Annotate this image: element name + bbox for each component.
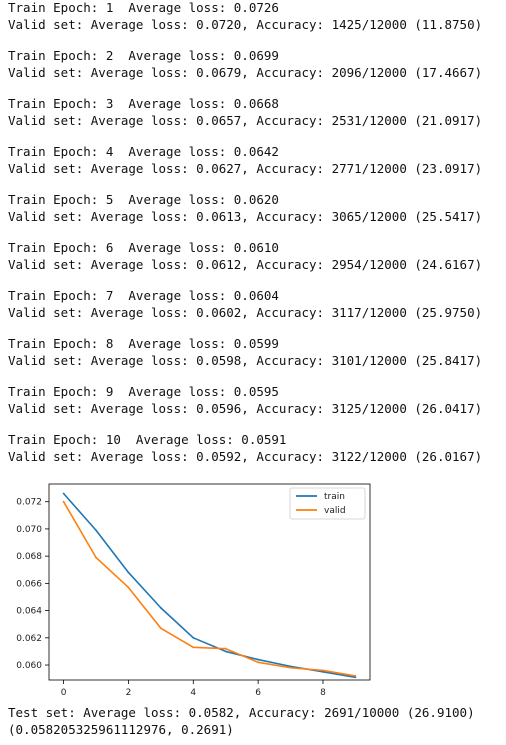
train-epoch-line: Train Epoch: 10 Average loss: 0.0591	[8, 432, 287, 447]
data-point-valid	[224, 647, 227, 650]
data-point-valid	[354, 675, 357, 677]
y-tick-label: 0.070	[16, 525, 42, 535]
data-point-valid	[289, 666, 292, 669]
train-epoch-line: Train Epoch: 7 Average loss: 0.0604	[8, 288, 279, 303]
y-tick-label: 0.062	[16, 634, 42, 644]
series-points	[62, 492, 357, 679]
data-point-train	[289, 665, 292, 668]
data-point-train	[62, 492, 65, 495]
data-point-train	[159, 606, 162, 609]
valid-set-line: Valid set: Average loss: 0.0596, Accurac…	[8, 400, 483, 416]
test-set-line: Test set: Average loss: 0.0582, Accuracy…	[8, 705, 475, 720]
train-epoch-line: Train Epoch: 6 Average loss: 0.0610	[8, 240, 279, 255]
data-point-train	[257, 658, 260, 661]
train-epoch-line: Train Epoch: 8 Average loss: 0.0599	[8, 336, 279, 351]
valid-set-line: Valid set: Average loss: 0.0612, Accurac…	[8, 256, 483, 272]
data-point-train	[192, 636, 195, 639]
valid-set-line: Valid set: Average loss: 0.0602, Accurac…	[8, 304, 483, 320]
test-result-tuple: (0.058205325961112976, 0.2691)	[8, 721, 234, 737]
train-epoch-line: Train Epoch: 5 Average loss: 0.0620	[8, 192, 279, 207]
train-epoch-line: Train Epoch: 1 Average loss: 0.0726	[8, 0, 279, 15]
data-point-valid	[95, 556, 97, 559]
test-output: Test set: Average loss: 0.0582, Accuracy…	[8, 705, 475, 738]
valid-set-line: Valid set: Average loss: 0.0627, Accurac…	[8, 160, 483, 176]
y-axis-ticks: 0.060 0.062 0.064 0.066 0.068 0.070 0.072	[16, 498, 49, 671]
data-point-valid	[159, 627, 162, 630]
data-point-valid	[127, 586, 130, 589]
y-tick-label: 0.066	[16, 579, 42, 589]
train-epoch-line: Train Epoch: 9 Average loss: 0.0595	[8, 384, 279, 399]
train-epoch-line: Train Epoch: 2 Average loss: 0.0699	[8, 48, 279, 63]
valid-set-line: Valid set: Average loss: 0.0657, Accurac…	[8, 112, 483, 128]
y-tick-label: 0.060	[16, 661, 42, 671]
data-point-train	[322, 670, 324, 673]
valid-set-line: Valid set: Average loss: 0.0720, Accurac…	[8, 16, 483, 32]
data-point-valid	[192, 646, 195, 649]
legend: train valid	[289, 487, 366, 520]
training-log: Train Epoch: 1 Average loss: 0.0726 Valid…	[8, 0, 482, 465]
y-tick-label: 0.068	[16, 552, 42, 562]
x-axis-ticks: 0 2 4 6 8	[61, 680, 326, 698]
x-tick-label: 4	[190, 688, 196, 698]
train-epoch-line: Train Epoch: 4 Average loss: 0.0642	[8, 144, 279, 159]
y-tick-label: 0.064	[16, 607, 42, 617]
data-point-valid	[322, 669, 324, 672]
y-tick-label: 0.072	[16, 498, 42, 508]
valid-set-line: Valid set: Average loss: 0.0679, Accurac…	[8, 64, 483, 80]
data-point-train	[224, 650, 227, 653]
valid-set-line: Valid set: Average loss: 0.0613, Accurac…	[8, 208, 483, 224]
train-epoch-line: Train Epoch: 3 Average loss: 0.0668	[8, 96, 279, 111]
series-line-valid	[62, 501, 356, 677]
series-lines	[62, 492, 356, 679]
data-point-train	[354, 676, 357, 679]
legend-label-valid: valid	[324, 506, 346, 516]
data-point-train	[127, 571, 130, 574]
x-tick-label: 8	[320, 688, 326, 698]
x-tick-label: 0	[61, 688, 67, 698]
legend-label-train: train	[324, 492, 345, 502]
loss-chart: 0.060 0.062 0.064 0.066 0.068 0.070 0.072 0 2 4 6…	[16, 483, 371, 698]
data-point-valid	[62, 500, 65, 503]
valid-set-line: Valid set: Average loss: 0.0598, Accurac…	[8, 352, 483, 368]
x-tick-label: 6	[255, 688, 261, 698]
valid-set-line: Valid set: Average loss: 0.0592, Accurac…	[8, 448, 483, 464]
x-tick-label: 2	[126, 688, 132, 698]
data-point-train	[95, 529, 97, 532]
data-point-valid	[257, 661, 260, 664]
